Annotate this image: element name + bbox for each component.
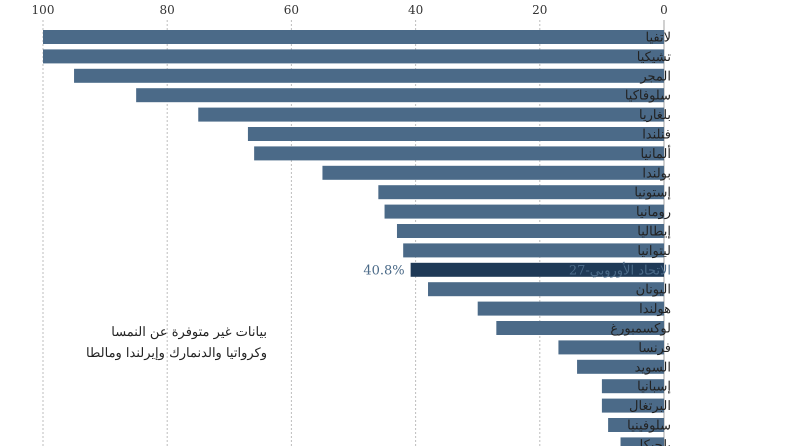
bars [43, 30, 665, 446]
bar [322, 165, 664, 180]
category-label: لاتفيا [646, 31, 672, 46]
bar [428, 282, 664, 297]
category-label: السويد [635, 360, 671, 375]
x-tick-label: 40 [408, 3, 423, 17]
bar [378, 185, 664, 200]
bar [601, 398, 664, 413]
bar [136, 88, 664, 103]
category-label: فنلندا [642, 128, 671, 143]
category-label: إسبانيا [637, 380, 671, 395]
category-label: إيطاليا [637, 225, 671, 240]
bar [403, 243, 664, 258]
bar [601, 379, 664, 394]
bar [198, 107, 664, 122]
bar [477, 301, 664, 316]
category-label: ليتوانيا [637, 244, 671, 259]
bar [496, 321, 664, 335]
x-tick-label: 0 [660, 3, 668, 17]
category-label: لوكسمبورغ [610, 322, 671, 337]
category-label: إستونيا [634, 186, 671, 201]
category-labels: لاتفيا تشيكيا المجر سلوفاكيا بلغاريا فنلندا أل… [363, 31, 671, 446]
note-line-2: وكرواتيا والدنمارك وإيرلندا ومالطا [86, 346, 267, 361]
bar [254, 146, 664, 161]
category-label: هولندا [639, 302, 671, 317]
note-line-1: بيانات غير متوفرة عن النمسا [111, 325, 267, 340]
x-tick-label: 20 [532, 3, 547, 17]
bar [620, 437, 664, 446]
category-label: رومانيا [636, 205, 671, 220]
bar [608, 418, 664, 432]
bar [247, 127, 664, 141]
category-label: المجر [639, 69, 671, 84]
bar [43, 49, 664, 64]
category-label: فرنسا [638, 341, 671, 356]
highlight-value-label: 40.8% [363, 263, 404, 278]
x-axis-ticks: 0 20 40 60 80 100 [32, 3, 668, 17]
bar [396, 224, 664, 238]
bar [384, 204, 664, 219]
missing-data-note: بيانات غير متوفرة عن النمسا وكرواتيا وال… [62, 322, 267, 364]
bar [43, 30, 664, 44]
x-tick-label: 80 [160, 3, 175, 17]
category-label: البرتغال [629, 399, 671, 414]
category-label: تشيكيا [637, 50, 672, 65]
category-label: بلغاريا [639, 108, 671, 123]
category-label: سلوفاكيا [625, 89, 671, 104]
x-tick-label: 60 [284, 3, 299, 17]
bar [577, 359, 664, 374]
category-label: سلوفينيا [627, 419, 671, 434]
bar [74, 68, 665, 83]
bar [558, 340, 664, 355]
bar [410, 262, 664, 277]
category-label: بولندا [642, 166, 671, 181]
category-label: ألمانيا [640, 145, 671, 162]
x-tick-label: 100 [32, 3, 55, 17]
category-label: الاتحاد الأوروبي-27 [569, 261, 671, 278]
category-label: بلجيكا [640, 438, 671, 446]
category-label: اليونان [636, 283, 671, 298]
